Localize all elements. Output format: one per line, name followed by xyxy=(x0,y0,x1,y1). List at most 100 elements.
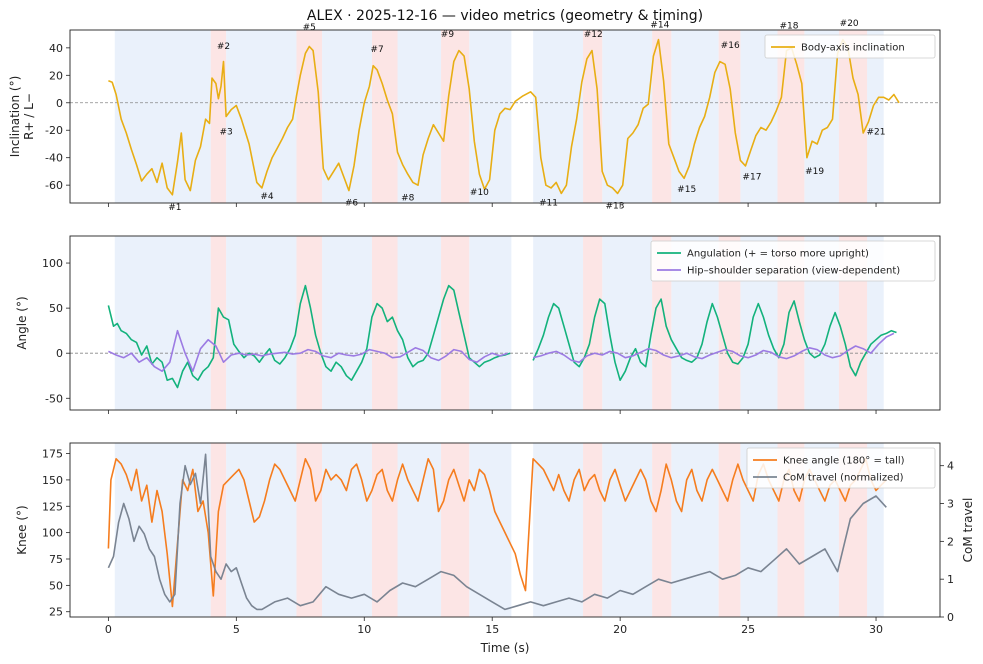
y-tick-label: 100 xyxy=(42,527,63,540)
phase-band-pink xyxy=(296,236,323,410)
turn-label: #20 xyxy=(840,19,859,29)
y-tick-label: 0 xyxy=(56,347,63,360)
turn-label: #14 xyxy=(650,20,669,30)
legend-middle-box xyxy=(650,240,936,282)
legend-middle-label: Angulation (+ = torso more upright) xyxy=(687,249,869,260)
y-tick-label: -40 xyxy=(45,152,63,165)
turn-label: #12 xyxy=(584,30,603,40)
turn-label: #9 xyxy=(441,30,455,40)
phase-band-pink xyxy=(583,30,603,203)
phase-band-blue xyxy=(397,236,442,410)
phase-band-pink xyxy=(371,236,398,410)
y-tick-label: -60 xyxy=(45,179,63,192)
turn-label: #6 xyxy=(345,199,359,209)
x-axis-label: Time (s) xyxy=(480,641,530,655)
turn-label: #21 xyxy=(867,127,886,137)
phase-band-pink xyxy=(441,443,470,617)
phase-band-pink xyxy=(210,236,227,410)
y-tick-label: 0 xyxy=(56,97,63,110)
turn-label: #1 xyxy=(168,203,181,213)
turn-label: #18 xyxy=(780,22,799,32)
turn-label: #3 xyxy=(219,127,232,137)
y-tick-label: 75 xyxy=(49,553,63,566)
y2-tick-label: 3 xyxy=(947,498,954,511)
phase-band-blue xyxy=(602,443,653,617)
y-tick-label: 175 xyxy=(42,448,63,461)
x-tick-label: 20 xyxy=(613,623,627,636)
legend-top-box xyxy=(764,34,936,59)
phase-band-pink xyxy=(718,443,741,617)
phase-band-blue xyxy=(533,443,584,617)
turn-label: #8 xyxy=(401,193,415,203)
phase-band-blue xyxy=(322,30,372,203)
y2-tick-label: 4 xyxy=(947,460,954,473)
y-tick-label: 125 xyxy=(42,500,63,513)
phase-band-pink xyxy=(838,30,868,203)
phase-band-pink xyxy=(583,443,603,617)
y-axis-label-top: R+ / L− xyxy=(22,93,36,140)
y2-tick-label: 1 xyxy=(947,573,954,586)
legend-bottom-label: Knee angle (180° = tall) xyxy=(783,456,905,467)
y-axis-label-middle: Angle (°) xyxy=(15,296,29,349)
y-axis-label-top: Inclination (°) xyxy=(8,76,22,158)
phase-band-blue xyxy=(867,30,884,203)
phase-band-pink xyxy=(718,30,741,203)
turn-label: #7 xyxy=(370,45,383,55)
phase-band-pink xyxy=(777,30,805,203)
knee-panel-frame xyxy=(69,442,941,618)
legend-bottom-label: CoM travel (normalized) xyxy=(783,473,904,484)
phase-band-pink xyxy=(441,30,470,203)
turn-label: #10 xyxy=(470,188,489,198)
phase-band-blue xyxy=(671,30,719,203)
phase-band-blue xyxy=(114,236,211,410)
separation-line xyxy=(532,332,895,363)
separation-line xyxy=(108,329,508,372)
chart-title: ALEX · 2025-12-16 — video metrics (geome… xyxy=(307,8,703,24)
com-line xyxy=(107,453,887,611)
phase-band-pink xyxy=(583,236,603,410)
angle-panel-frame xyxy=(69,235,941,411)
phase-band-blue xyxy=(602,30,653,203)
phase-band-blue xyxy=(226,30,297,203)
legend-middle-label: Hip–shoulder separation (view-dependent) xyxy=(687,266,900,277)
turn-label: #2 xyxy=(217,42,230,52)
phase-band-pink xyxy=(296,443,323,617)
angulation-line xyxy=(107,284,511,389)
angulation-line xyxy=(532,298,897,381)
y-axis-label-bottom: Knee (°) xyxy=(15,505,29,554)
turn-label: #15 xyxy=(677,185,696,195)
y-tick-label: 50 xyxy=(49,579,63,592)
y-tick-label: 100 xyxy=(42,257,63,270)
phase-band-pink xyxy=(296,30,323,203)
legend-top-label: Body-axis inclination xyxy=(801,43,905,54)
phase-band-blue xyxy=(469,443,512,617)
y2-axis-label-bottom: CoM travel xyxy=(961,498,975,563)
phase-band-blue xyxy=(469,236,512,410)
x-tick-label: 25 xyxy=(741,623,755,636)
inclination-panel-frame xyxy=(69,29,941,204)
phase-band-blue xyxy=(533,30,584,203)
x-tick-label: 15 xyxy=(485,623,499,636)
y-tick-label: 20 xyxy=(49,69,63,82)
turn-label: #19 xyxy=(805,167,824,177)
phase-band-blue xyxy=(226,443,297,617)
phase-band-blue xyxy=(322,236,372,410)
x-tick-label: 10 xyxy=(357,623,371,636)
y-tick-label: 40 xyxy=(49,42,63,55)
phase-band-pink xyxy=(210,30,227,203)
x-tick-label: 30 xyxy=(869,623,883,636)
phase-band-blue xyxy=(533,236,584,410)
turn-label: #5 xyxy=(303,23,316,33)
legend-bottom-box xyxy=(746,447,936,489)
phase-band-blue xyxy=(322,443,372,617)
y-tick-label: -20 xyxy=(45,124,63,137)
turn-label: #11 xyxy=(539,199,558,209)
turn-label: #16 xyxy=(721,41,740,51)
y-tick-label: 25 xyxy=(49,606,63,619)
phase-band-blue xyxy=(226,236,297,410)
phase-band-pink xyxy=(652,30,672,203)
phase-band-pink xyxy=(652,443,672,617)
turn-label: #4 xyxy=(260,192,274,202)
inclination-line xyxy=(108,38,900,196)
